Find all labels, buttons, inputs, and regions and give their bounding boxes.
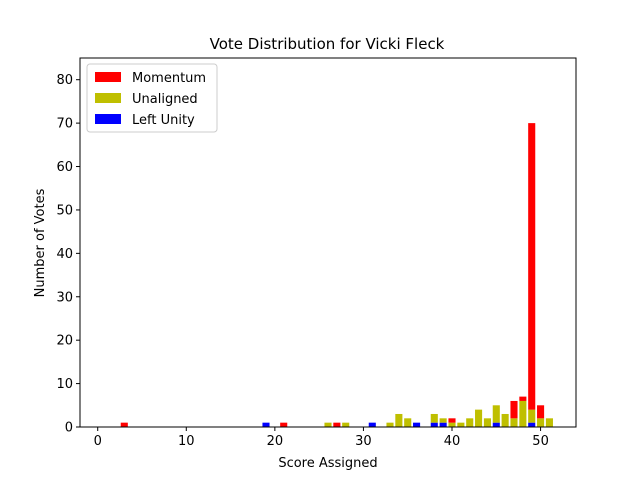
bar-unaligned-38: [430, 413, 438, 423]
bar-momentum-40: [448, 418, 456, 423]
bar-unaligned-40: [448, 422, 456, 427]
bar-unaligned-42: [466, 418, 474, 427]
axes-group: 0 10 20 30 40 50 0 10 20 30 40 50 60 70 80: [56, 57, 577, 449]
legend-swatch-unaligned: [95, 93, 121, 103]
x-axis-label: Score Assigned: [278, 456, 377, 471]
bar-momentum-3: [120, 422, 128, 427]
bar-unaligned-46: [501, 413, 509, 427]
y-tick-label-0: 0: [65, 421, 73, 436]
plot-frame: [79, 57, 577, 428]
bar-momentum-21: [280, 422, 288, 427]
bar-unaligned-39: [439, 418, 447, 423]
bar-left-unity-31: [368, 422, 376, 427]
bar-momentum-27: [333, 422, 341, 427]
x-tick-label-10: 10: [178, 434, 195, 449]
bar-left-unity-45: [492, 422, 500, 427]
x-tick-label-20: 20: [267, 434, 284, 449]
bar-unaligned-43: [475, 409, 483, 427]
bar-left-unity-39: [439, 422, 447, 427]
x-tick-label-50: 50: [532, 434, 549, 449]
bar-unaligned-51: [545, 418, 553, 427]
y-tick-label-30: 30: [56, 290, 73, 305]
bar-momentum-50: [537, 405, 545, 419]
y-tick-label-40: 40: [56, 247, 73, 262]
x-tick-label-30: 30: [355, 434, 372, 449]
bar-unaligned-35: [404, 418, 412, 427]
legend-swatch-left-unity: [95, 114, 121, 124]
x-tick-label-0: 0: [94, 434, 102, 449]
bar-unaligned-33: [386, 422, 394, 427]
legend-label-momentum: Momentum: [132, 71, 206, 86]
bar-unaligned-34: [395, 413, 403, 427]
bars-group: [120, 123, 553, 427]
x-tick-label-40: 40: [444, 434, 461, 449]
chart-title: Vote Distribution for Vicki Fleck: [210, 35, 445, 53]
bar-unaligned-41: [457, 422, 465, 427]
bar-unaligned-26: [324, 422, 332, 427]
bar-unaligned-28: [342, 422, 350, 427]
bar-unaligned-44: [483, 418, 491, 427]
y-axis-label: Number of Votes: [33, 188, 48, 297]
legend-label-unaligned: Unaligned: [132, 92, 198, 107]
bar-momentum-47: [510, 400, 518, 419]
legend-swatch-momentum: [95, 72, 121, 82]
bar-unaligned-45: [492, 405, 500, 423]
legend: Momentum Unaligned Left Unity: [86, 63, 218, 133]
y-tick-label-50: 50: [56, 203, 73, 218]
bar-left-unity-36: [413, 422, 421, 427]
bar-left-unity-38: [430, 422, 438, 427]
bar-left-unity-49: [528, 422, 536, 427]
y-tick-label-80: 80: [56, 73, 73, 88]
bar-unaligned-49: [528, 409, 536, 423]
y-tick-label-10: 10: [56, 377, 73, 392]
legend-label-left-unity: Left Unity: [132, 113, 195, 128]
y-tick-label-20: 20: [56, 334, 73, 349]
bar-unaligned-50: [537, 418, 545, 427]
y-tick-label-60: 60: [56, 160, 73, 175]
bar-unaligned-48: [519, 400, 527, 427]
bar-momentum-48: [519, 396, 527, 401]
bar-momentum-49: [528, 123, 536, 410]
bar-unaligned-47: [510, 418, 518, 427]
y-tick-label-70: 70: [56, 117, 73, 132]
bar-left-unity-19: [262, 422, 270, 427]
